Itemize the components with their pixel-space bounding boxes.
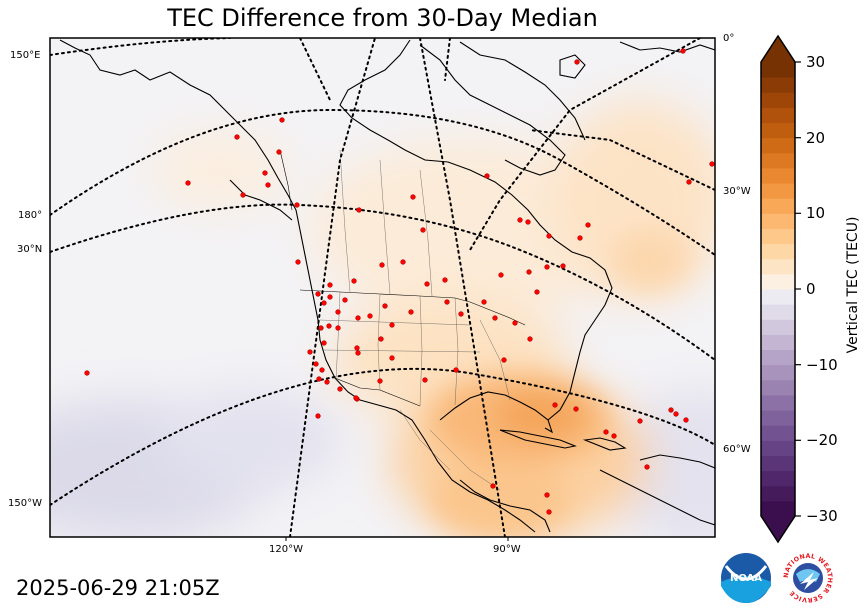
lon-label-150e: 150°E [10, 50, 41, 61]
colorbar-segment [761, 137, 795, 154]
lon-label-60w: 60°W [723, 444, 751, 455]
colorbar-segment [761, 243, 795, 260]
tec-anomaly-field [50, 100, 715, 537]
station-markers [84, 48, 715, 515]
lon-label-180: 180° [18, 210, 43, 221]
lon-label-120w: 120°W [269, 544, 303, 555]
colorbar-segment [761, 62, 795, 78]
colorbar-segment [761, 167, 795, 184]
colorbar-tick-10: 10 [806, 204, 826, 222]
colorbar-segment [761, 228, 795, 245]
colorbar-tick-minus20: −20 [806, 431, 838, 449]
colorbar-segment [761, 198, 795, 214]
map-frame [49, 37, 716, 538]
colorbar-tick-minus10: −10 [806, 356, 838, 374]
lon-label-90w: 90°W [493, 544, 521, 555]
map-title: TEC Difference from 30-Day Median [167, 4, 598, 32]
colorbar-segment [761, 470, 795, 487]
svg-text:NOAA: NOAA [730, 573, 762, 584]
national-weather-service-logo: NATIONAL WEATHER SERVICE [780, 550, 836, 606]
colorbar-segment [761, 122, 795, 139]
colorbar-segment [761, 500, 795, 517]
colorbar-segment [761, 394, 795, 411]
colorbar-segment [761, 379, 795, 396]
colorbar-segment [761, 258, 795, 275]
colorbar-segment [761, 107, 795, 124]
lon-label-0: 0° [723, 33, 735, 44]
colorbar-segment [761, 440, 795, 456]
colorbar-segment [761, 289, 795, 305]
colorbar-segment [761, 183, 795, 199]
colorbar-segment [761, 319, 795, 335]
colorbar-segment [761, 273, 795, 290]
colorbar [760, 34, 801, 544]
coastlines [59, 39, 715, 533]
colorbar-tick-minus30: −30 [806, 507, 838, 525]
colorbar-segment [761, 349, 795, 366]
lon-label-30w: 30°W [723, 186, 751, 197]
colorbar-segment [761, 485, 795, 502]
colorbar-segment [761, 425, 795, 441]
colorbar-segment [761, 152, 795, 169]
colorbar-tick-20: 20 [806, 129, 826, 147]
colorbar-tick-0: 0 [806, 280, 816, 298]
timestamp: 2025-06-29 21:05Z [16, 576, 220, 600]
colorbar-segment [761, 334, 795, 351]
colorbar-segment [761, 77, 795, 93]
lat-label-30n: 30°N [17, 244, 43, 255]
noaa-logo: NOAA [721, 553, 771, 604]
colorbar-segment [761, 92, 795, 108]
colorbar-segment [761, 364, 795, 381]
colorbar-title: Vertical TEC (TECU) [845, 216, 861, 354]
colorbar-segment [761, 455, 795, 472]
colorbar-segment [761, 213, 795, 229]
state-province-lines [319, 149, 511, 491]
graticule [50, 38, 715, 537]
lon-label-150w: 150°W [8, 498, 42, 509]
colorbar-tick-30: 30 [806, 53, 826, 71]
colorbar-segment [761, 410, 795, 426]
map-plot-area [50, 38, 715, 537]
colorbar-segment [761, 304, 795, 320]
